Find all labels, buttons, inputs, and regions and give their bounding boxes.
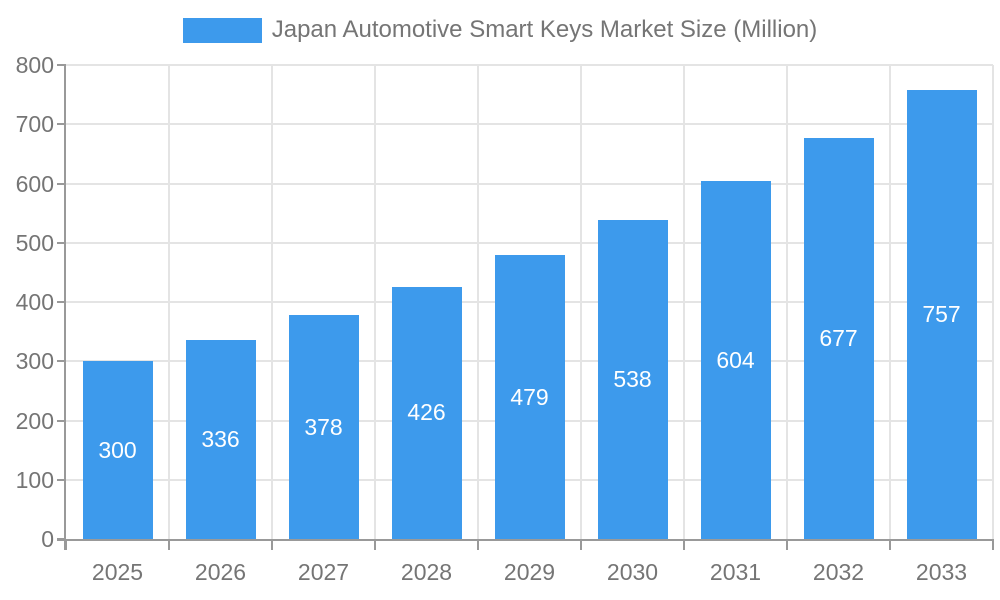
gridline-vertical (786, 65, 788, 539)
legend-swatch (182, 17, 262, 43)
y-tick-mark (57, 419, 66, 422)
y-tick-mark (57, 123, 66, 126)
bar-2031[interactable]: 604 (700, 181, 771, 539)
gridline-horizontal (66, 64, 993, 66)
y-tick-label: 600 (15, 170, 54, 197)
gridline-vertical (683, 65, 685, 539)
x-tick-label: 2025 (91, 559, 144, 585)
bar-value-label: 426 (407, 399, 446, 426)
bar-2032[interactable]: 677 (803, 137, 874, 539)
x-tick-label: 2027 (297, 559, 350, 585)
x-tick-mark (374, 539, 376, 550)
gridline-vertical (168, 65, 170, 539)
bar-value-label: 538 (613, 366, 652, 393)
x-tick-label: 2029 (503, 559, 556, 585)
x-tick-mark (168, 539, 170, 550)
y-tick-label: 300 (15, 348, 54, 375)
x-tick-mark (786, 539, 788, 550)
legend-label: Japan Automotive Smart Keys Market Size … (271, 16, 818, 43)
x-tick-mark (889, 539, 891, 550)
gridline-vertical (271, 65, 273, 539)
gridline-vertical (580, 65, 582, 539)
x-tick-mark (271, 539, 273, 550)
y-tick-mark (57, 538, 66, 540)
x-axis-line (57, 539, 993, 541)
y-tick-label: 0 (41, 526, 54, 552)
x-tick-label: 2031 (709, 559, 762, 585)
bar-value-label: 757 (922, 301, 961, 328)
x-tick-mark (992, 539, 994, 550)
bar-2030[interactable]: 538 (597, 220, 668, 539)
bar-2026[interactable]: 336 (185, 339, 256, 539)
gridline-horizontal (66, 123, 993, 126)
x-tick-mark (580, 539, 582, 550)
x-tick-label: 2028 (400, 559, 453, 585)
x-tick-label: 2033 (915, 559, 968, 585)
bar-2028[interactable]: 426 (391, 286, 462, 539)
bar-value-label: 677 (819, 324, 858, 351)
y-tick-mark (57, 301, 66, 303)
gridline-vertical (992, 65, 994, 539)
bar-value-label: 378 (304, 413, 343, 440)
bar-2027[interactable]: 378 (288, 315, 359, 539)
x-tick-label: 2026 (194, 559, 247, 585)
gridline-horizontal (66, 241, 993, 244)
y-tick-label: 400 (15, 289, 54, 315)
y-tick-mark (57, 360, 66, 363)
y-tick-label: 100 (15, 466, 54, 493)
y-tick-label: 700 (15, 111, 54, 138)
bar-value-label: 604 (716, 346, 755, 373)
x-tick-mark (477, 539, 479, 550)
bar-value-label: 336 (201, 425, 240, 452)
y-axis-line (64, 65, 66, 550)
x-tick-label: 2030 (606, 559, 659, 585)
gridline-horizontal (66, 182, 993, 185)
gridline-vertical (477, 65, 479, 539)
x-tick-label: 2032 (812, 559, 865, 585)
y-tick-mark (57, 182, 66, 185)
bar-value-label: 479 (510, 383, 549, 410)
y-tick-label: 500 (15, 229, 54, 256)
legend[interactable]: Japan Automotive Smart Keys Market Size … (0, 16, 1000, 44)
bar-value-label: 300 (98, 436, 137, 463)
bar-2029[interactable]: 479 (494, 255, 565, 539)
gridline-vertical (374, 65, 376, 539)
x-tick-mark (683, 539, 685, 550)
x-tick-mark (65, 539, 67, 550)
y-tick-label: 800 (15, 52, 54, 78)
y-tick-label: 200 (15, 407, 54, 434)
y-tick-mark (57, 241, 66, 244)
y-tick-mark (57, 478, 66, 481)
gridline-vertical (889, 65, 891, 539)
bar-2033[interactable]: 757 (906, 90, 977, 539)
y-tick-mark (57, 64, 66, 66)
bar-2025[interactable]: 300 (82, 361, 153, 539)
